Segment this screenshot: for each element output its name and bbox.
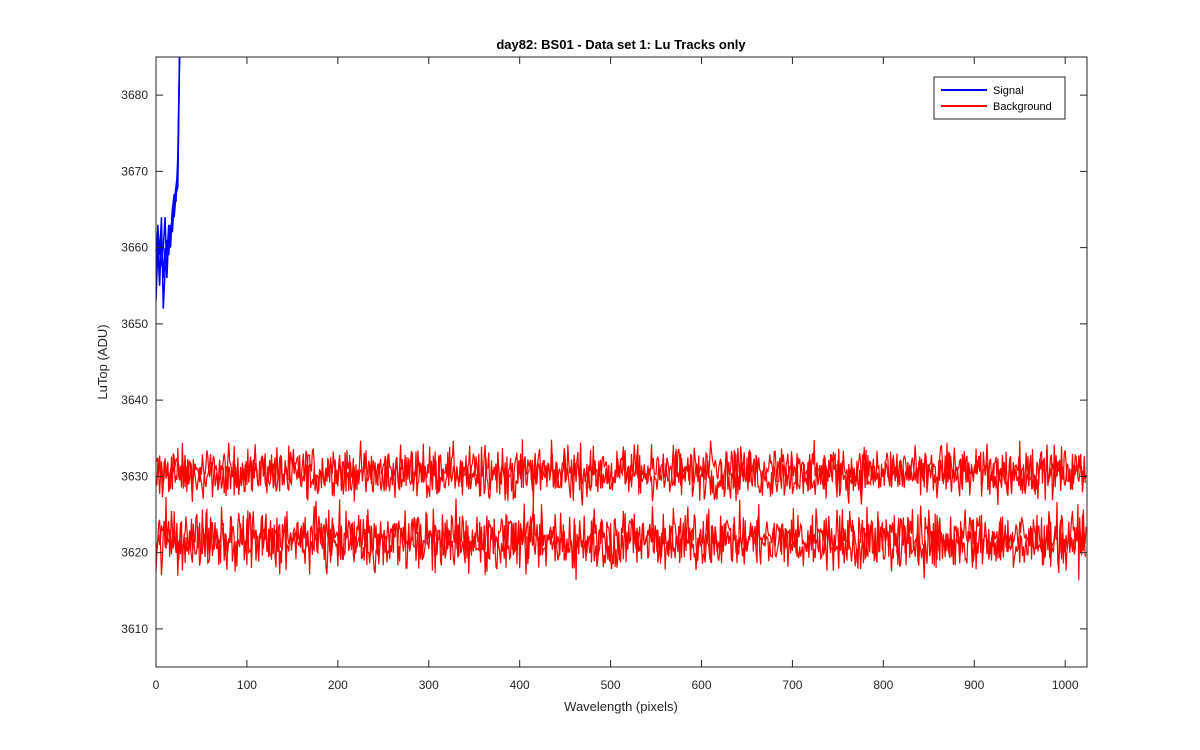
series-line-background-1 [156, 439, 1087, 507]
x-axis-label: Wavelength (pixels) [564, 699, 678, 714]
x-tick-label: 600 [691, 678, 711, 692]
x-tick-label: 200 [328, 678, 348, 692]
x-tick-label: 300 [419, 678, 439, 692]
chart-title: day82: BS01 - Data set 1: Lu Tracks only [496, 37, 746, 52]
y-axis-label: LuTop (ADU) [95, 324, 110, 399]
y-tick-label: 3670 [121, 164, 148, 178]
x-tick-label: 700 [782, 678, 802, 692]
y-tick-label: 3620 [121, 546, 148, 560]
x-tick-label: 900 [964, 678, 984, 692]
series-line-background-3 [156, 499, 1087, 581]
y-tick-label: 3630 [121, 469, 148, 483]
x-tick-label: 0 [153, 678, 160, 692]
legend: Signal Background [933, 76, 1066, 120]
ticks-layer: 0 100 200 300 400 500 600 700 800 900 1000 3610 3620… [121, 57, 1087, 692]
series-layer [156, 57, 1087, 581]
legend-label-background: Background [993, 101, 1052, 113]
legend-label-signal: Signal [993, 85, 1024, 97]
legend-box [933, 76, 1066, 120]
x-tick-label: 1000 [1052, 678, 1079, 692]
y-tick-label: 3680 [121, 88, 148, 102]
plot-frame [155, 56, 1088, 668]
y-tick-label: 3660 [121, 241, 148, 255]
x-tick-label: 500 [601, 678, 621, 692]
series-line-signal-2 [156, 57, 181, 286]
y-tick-label: 3650 [121, 317, 148, 331]
x-tick-label: 100 [237, 678, 257, 692]
y-tick-label: 3610 [121, 622, 148, 636]
y-tick-label: 3640 [121, 393, 148, 407]
x-tick-label: 800 [873, 678, 893, 692]
x-tick-label: 400 [510, 678, 530, 692]
